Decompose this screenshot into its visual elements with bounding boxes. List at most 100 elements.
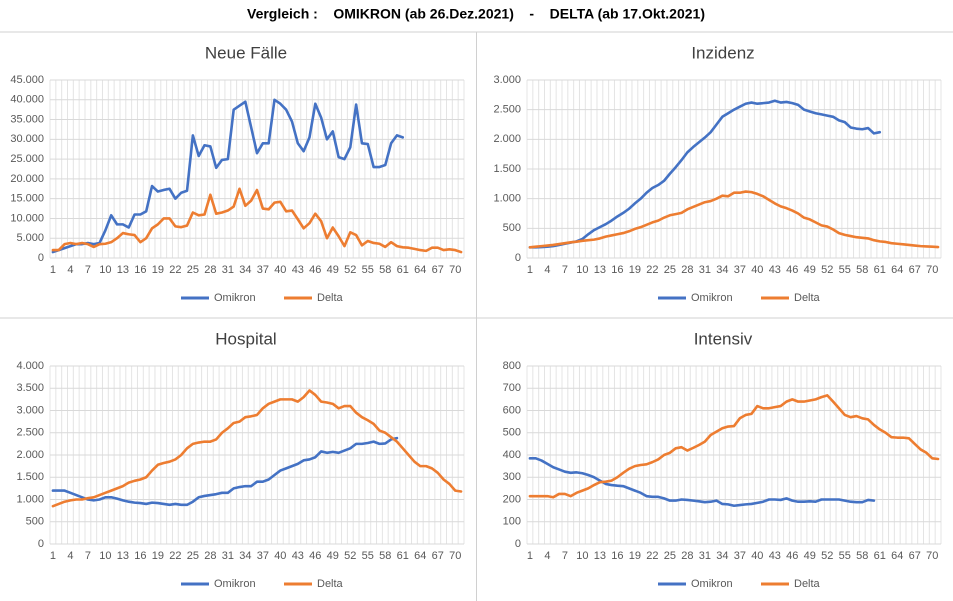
x-tick-label: 19 bbox=[629, 264, 641, 276]
y-tick-label: 10.000 bbox=[10, 212, 44, 224]
y-tick-label: 25.000 bbox=[10, 153, 44, 165]
x-tick-label: 67 bbox=[909, 550, 921, 562]
y-tick-label: 2.000 bbox=[16, 449, 44, 461]
x-tick-label: 70 bbox=[926, 264, 938, 276]
x-tick-label: 46 bbox=[786, 550, 798, 562]
x-tick-label: 67 bbox=[432, 550, 444, 562]
x-tick-label: 70 bbox=[926, 550, 938, 562]
x-tick-label: 49 bbox=[327, 550, 339, 562]
legend-label: Delta bbox=[794, 292, 821, 304]
x-tick-label: 7 bbox=[562, 550, 568, 562]
x-tick-label: 16 bbox=[134, 264, 146, 276]
x-tick-label: 13 bbox=[117, 550, 129, 562]
y-tick-label: 2.500 bbox=[16, 427, 44, 439]
x-tick-label: 37 bbox=[257, 264, 269, 276]
chart-title: Intensiv bbox=[694, 329, 753, 348]
y-tick-label: 20.000 bbox=[10, 173, 44, 185]
x-tick-label: 22 bbox=[169, 550, 181, 562]
legend-label: Delta bbox=[794, 578, 821, 590]
x-tick-label: 34 bbox=[239, 550, 251, 562]
x-tick-label: 37 bbox=[257, 550, 269, 562]
x-tick-label: 22 bbox=[646, 550, 658, 562]
chart-title: Neue Fälle bbox=[205, 43, 287, 62]
x-tick-label: 55 bbox=[839, 264, 851, 276]
x-tick-label: 61 bbox=[874, 550, 886, 562]
x-tick-label: 4 bbox=[544, 550, 550, 562]
y-tick-label: 4.000 bbox=[16, 360, 44, 372]
x-tick-label: 31 bbox=[699, 264, 711, 276]
x-tick-label: 43 bbox=[769, 550, 781, 562]
y-tick-label: 200 bbox=[503, 493, 521, 505]
x-tick-label: 10 bbox=[99, 264, 111, 276]
x-tick-label: 55 bbox=[362, 264, 374, 276]
x-tick-label: 25 bbox=[664, 550, 676, 562]
page-title: Vergleich : OMIKRON (ab 26.Dez.2021) - D… bbox=[247, 6, 705, 22]
x-tick-label: 58 bbox=[856, 550, 868, 562]
series-line bbox=[51, 389, 463, 508]
x-tick-label: 52 bbox=[344, 264, 356, 276]
x-tick-label: 25 bbox=[664, 264, 676, 276]
x-tick-label: 49 bbox=[804, 264, 816, 276]
x-tick-label: 46 bbox=[786, 264, 798, 276]
x-tick-label: 70 bbox=[449, 550, 461, 562]
y-tick-label: 700 bbox=[503, 382, 521, 394]
chart-panel: Neue Fälle 0 5.000 10.000 15.000 20.000 25.000… bbox=[10, 43, 465, 304]
y-tick-label: 1.500 bbox=[16, 471, 44, 483]
x-tick-label: 43 bbox=[292, 550, 304, 562]
x-tick-label: 49 bbox=[327, 264, 339, 276]
x-tick-label: 19 bbox=[152, 550, 164, 562]
x-tick-label: 7 bbox=[85, 550, 91, 562]
x-tick-label: 1 bbox=[527, 264, 533, 276]
x-tick-label: 7 bbox=[85, 264, 91, 276]
x-tick-label: 64 bbox=[891, 264, 903, 276]
y-tick-label: 500 bbox=[26, 516, 44, 528]
x-tick-label: 28 bbox=[681, 550, 693, 562]
x-tick-label: 58 bbox=[379, 264, 391, 276]
x-tick-label: 46 bbox=[309, 264, 321, 276]
x-tick-label: 10 bbox=[576, 550, 588, 562]
x-tick-label: 28 bbox=[204, 264, 216, 276]
y-tick-label: 100 bbox=[503, 516, 521, 528]
y-tick-label: 0 bbox=[38, 252, 44, 264]
series-line bbox=[528, 457, 876, 508]
x-tick-label: 19 bbox=[152, 264, 164, 276]
x-tick-label: 40 bbox=[274, 550, 286, 562]
y-tick-label: 40.000 bbox=[10, 94, 44, 106]
y-tick-label: 1.000 bbox=[493, 193, 521, 205]
x-tick-label: 34 bbox=[716, 264, 728, 276]
x-tick-label: 52 bbox=[821, 264, 833, 276]
x-tick-label: 40 bbox=[751, 550, 763, 562]
y-tick-label: 35.000 bbox=[10, 113, 44, 125]
x-tick-label: 1 bbox=[50, 264, 56, 276]
y-tick-label: 1.500 bbox=[493, 163, 521, 175]
x-tick-label: 34 bbox=[716, 550, 728, 562]
x-tick-label: 25 bbox=[187, 264, 199, 276]
chart-panel: Hospital 0 500 1.000 1.500 2.000 2.500 3.000 3.5… bbox=[16, 329, 465, 590]
legend-label: Omikron bbox=[691, 578, 733, 590]
x-tick-label: 1 bbox=[50, 550, 56, 562]
y-tick-label: 500 bbox=[503, 427, 521, 439]
x-tick-label: 61 bbox=[874, 264, 886, 276]
y-tick-label: 0 bbox=[515, 538, 521, 550]
series-line bbox=[51, 436, 399, 507]
x-tick-label: 40 bbox=[751, 264, 763, 276]
y-tick-label: 400 bbox=[503, 449, 521, 461]
y-tick-label: 0 bbox=[38, 538, 44, 550]
x-tick-label: 34 bbox=[239, 264, 251, 276]
x-tick-label: 19 bbox=[629, 550, 641, 562]
y-tick-label: 45.000 bbox=[10, 74, 44, 86]
x-tick-label: 31 bbox=[222, 264, 234, 276]
y-tick-label: 5.000 bbox=[16, 232, 44, 244]
chart-panel: Intensiv 0 100 200 300 400 500 600 700 800 1 4 7 10 13… bbox=[503, 329, 942, 590]
x-tick-label: 52 bbox=[344, 550, 356, 562]
x-tick-label: 10 bbox=[576, 264, 588, 276]
legend-label: Omikron bbox=[214, 578, 256, 590]
x-tick-label: 61 bbox=[397, 550, 409, 562]
x-tick-label: 4 bbox=[67, 264, 73, 276]
x-tick-label: 64 bbox=[891, 550, 903, 562]
y-tick-label: 3.000 bbox=[493, 74, 521, 86]
x-tick-label: 10 bbox=[99, 550, 111, 562]
x-tick-label: 64 bbox=[414, 264, 426, 276]
y-tick-label: 2.500 bbox=[493, 104, 521, 116]
